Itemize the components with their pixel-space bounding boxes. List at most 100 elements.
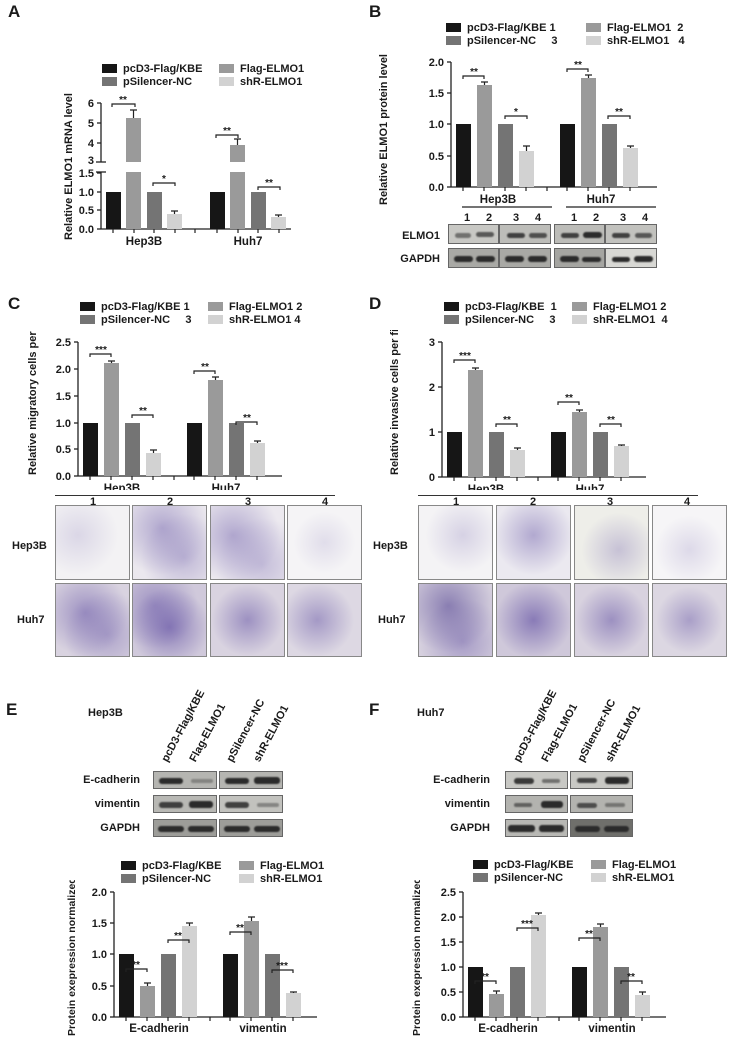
svg-text:**: ** — [236, 923, 244, 934]
micrograph — [652, 505, 727, 580]
svg-text:**: ** — [265, 178, 273, 189]
micrograph — [132, 583, 207, 657]
svg-text:***: *** — [276, 961, 288, 972]
swatch-g1 — [444, 302, 459, 311]
svg-text:0.0: 0.0 — [79, 224, 94, 236]
svg-text:1.0: 1.0 — [92, 949, 107, 961]
lane-number: 4 — [535, 212, 542, 224]
svg-text:**: ** — [201, 362, 209, 373]
lane-number: 4 — [322, 496, 329, 508]
micrograph — [418, 583, 493, 657]
legend-label: pcD3-Flag/KBE — [142, 860, 222, 872]
swatch-g1 — [102, 64, 117, 73]
micrograph — [210, 505, 285, 580]
y-axis-label: Protein exepression normalized to GAPDH — [66, 880, 78, 1036]
legend-c: pcD3-Flag/KBE 1 Flag-ELMO1 2 pSilencer-N… — [80, 301, 350, 331]
svg-text:**: ** — [223, 126, 231, 137]
svg-text:2.0: 2.0 — [429, 57, 444, 69]
chart-b: Relative ELMO1 protein level 2.0 1.5 1.0 0.… — [378, 54, 657, 208]
swatch-g3 — [80, 315, 95, 324]
swatch-g4 — [572, 315, 587, 324]
swatch-g1 — [80, 302, 95, 311]
panel-label-a: A — [8, 2, 21, 21]
swatch-g1 — [446, 23, 461, 32]
legend-number: 1 — [550, 301, 557, 313]
lane-number: 1 — [90, 496, 97, 508]
legend-number: 3 — [549, 314, 556, 326]
chart-f: Protein exepression normalized to GAPDH … — [411, 880, 666, 1036]
lane-number: 1 — [571, 212, 578, 224]
swatch-g2 — [572, 302, 587, 311]
lane-number: 3 — [607, 496, 614, 508]
legend-number: 1 — [183, 301, 190, 313]
legend-label: pSilencer-NC — [123, 76, 193, 88]
swatch-g4 — [208, 315, 223, 324]
swatch-g2 — [239, 861, 254, 870]
legend-label: pcD3-Flag/KBE — [101, 301, 181, 313]
svg-text:2.5: 2.5 — [56, 337, 71, 349]
svg-text:**: ** — [585, 929, 593, 940]
svg-text:**: ** — [132, 960, 140, 971]
svg-text:***: *** — [95, 345, 107, 356]
svg-text:0.0: 0.0 — [429, 182, 444, 194]
svg-text:0: 0 — [429, 472, 435, 484]
swatch-g2 — [208, 302, 223, 311]
blot-label-gapdh: GAPDH — [100, 822, 140, 834]
blot-label-ecadherin: E-cadherin — [83, 774, 140, 786]
y-axis-label: Relative invasive cells per field — [389, 330, 401, 475]
x-category: E-cadherin — [129, 1023, 188, 1035]
micrograph — [652, 583, 727, 657]
svg-text:***: *** — [521, 919, 533, 930]
legend-label: pSilencer-NC — [467, 35, 537, 47]
svg-text:1: 1 — [429, 427, 435, 439]
micrograph — [496, 505, 571, 580]
svg-text:**: ** — [481, 972, 489, 983]
row-label-hep3b: Hep3B — [373, 540, 408, 552]
swatch-g2 — [591, 860, 606, 869]
lane-number: 4 — [642, 212, 649, 224]
svg-text:**: ** — [503, 415, 511, 426]
swatch-g1 — [121, 861, 136, 870]
legend-label: shR-ELMO1 — [612, 872, 675, 884]
legend-label: pSilencer-NC — [465, 314, 535, 326]
legend-label: Flag-ELMO1 — [260, 860, 325, 872]
legend-label: Flag-ELMO1 — [607, 22, 672, 34]
legend-label: pcD3-Flag/KBE — [465, 301, 545, 313]
x-category: Hep3B — [104, 483, 140, 490]
legend-label: shR-ELMO1 — [260, 873, 323, 885]
legend-number: 3 — [185, 314, 192, 326]
lane-number: 3 — [245, 496, 252, 508]
legend-label: pcD3-Flag/KBE — [494, 859, 574, 871]
svg-text:2: 2 — [429, 382, 435, 394]
svg-text:1.0: 1.0 — [79, 187, 94, 199]
micrograph — [574, 505, 649, 580]
swatch-g3 — [444, 315, 459, 324]
legend-number: 2 — [660, 301, 667, 313]
lane-number: 2 — [486, 212, 493, 224]
svg-text:2.5: 2.5 — [441, 887, 456, 899]
svg-text:*: * — [162, 174, 166, 185]
svg-text:1.0: 1.0 — [56, 418, 71, 430]
swatch-g3 — [102, 77, 117, 86]
cell-line-label-e: Hep3B — [88, 707, 123, 719]
legend-b: pcD3-Flag/KBE 1 Flag-ELMO1 2 pSilencer-N… — [446, 22, 716, 52]
svg-text:3: 3 — [429, 337, 435, 349]
legend-label: Flag-ELMO1 — [240, 63, 305, 75]
svg-text:1.5: 1.5 — [429, 88, 444, 100]
chart-c: Relative migratory cells per field 2.5 2.… — [27, 330, 282, 490]
svg-text:0.5: 0.5 — [92, 981, 107, 993]
x-category: Huh7 — [212, 483, 241, 490]
y-axis-label: Relative ELMO1 mRNA level — [63, 93, 75, 240]
x-category: E-cadherin — [478, 1023, 537, 1035]
svg-text:1.5: 1.5 — [56, 391, 71, 403]
svg-text:**: ** — [470, 67, 478, 78]
micrograph — [496, 583, 571, 657]
legend-d: pcD3-Flag/KBE 1 Flag-ELMO1 2 pSilencer-N… — [444, 301, 714, 331]
blot-label-gapdh: GAPDH — [400, 253, 440, 265]
legend-label: shR-ELMO1 — [593, 314, 656, 326]
micrograph — [574, 583, 649, 657]
svg-text:3: 3 — [88, 155, 94, 167]
micrograph — [418, 505, 493, 580]
panel-label-d: D — [369, 294, 382, 313]
legend-label: pcD3-Flag/KBE — [123, 63, 203, 75]
